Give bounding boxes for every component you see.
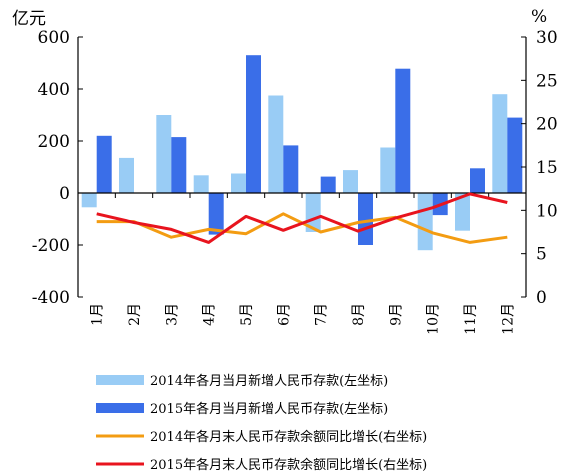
bar-1-7 <box>305 193 321 232</box>
category-label: 9月 <box>388 303 404 326</box>
bar-series <box>81 55 523 251</box>
category-label: 10月 <box>426 303 442 335</box>
legend-swatch-bar <box>96 403 144 413</box>
bar-2-6 <box>283 145 299 193</box>
left-axis-unit: 亿元 <box>12 9 46 29</box>
line-series <box>96 192 508 244</box>
bar-2-7 <box>320 176 336 193</box>
category-label: 7月 <box>314 303 330 326</box>
legend-label: 2015年各月当月新增人民币存款(左坐标) <box>150 401 388 417</box>
bar-2-3 <box>171 137 187 193</box>
category-label: 4月 <box>202 303 218 326</box>
bar-1-11 <box>455 193 470 231</box>
right-tick-label: 0 <box>536 288 547 308</box>
bar-1-9 <box>380 147 396 193</box>
right-tick-label: 25 <box>536 71 558 91</box>
right-tick-label: 30 <box>536 28 558 48</box>
legend-label: 2015年各月末人民币存款余额同比增长(右坐标) <box>150 457 427 473</box>
left-tick-label: 400 <box>38 80 70 100</box>
category-label: 8月 <box>351 303 367 326</box>
bar-2-4 <box>208 193 224 235</box>
line-series-2 <box>96 192 508 244</box>
category-label: 1月 <box>90 303 106 326</box>
axes <box>77 36 527 298</box>
right-tick-label: 10 <box>536 201 558 221</box>
bar-2-8 <box>358 193 373 245</box>
bar-2-11 <box>470 168 485 193</box>
bar-1-4 <box>193 175 209 193</box>
left-tick-label: 0 <box>59 184 70 204</box>
bar-2-1 <box>96 135 112 193</box>
right-axis-ticks: 30 25 20 15 10 5 0 <box>536 28 558 308</box>
bar-1-5 <box>231 173 246 193</box>
left-axis-ticks: 600 400 200 0 -200 -400 <box>32 28 70 308</box>
category-label: 6月 <box>276 303 292 326</box>
right-axis-unit: % <box>531 7 547 27</box>
category-label: 3月 <box>164 303 180 326</box>
category-labels: 1月 2月 3月 4月 5月 6月 7月 8月 9月 10月 11月 12月 <box>90 303 517 335</box>
bar-2-12 <box>507 117 523 193</box>
bar-1-6 <box>268 95 284 193</box>
bar-1-8 <box>343 170 358 193</box>
category-label: 12月 <box>500 303 516 335</box>
left-tick-label: 200 <box>38 132 70 152</box>
legend-label: 2014年各月当月新增人民币存款(左坐标) <box>150 373 388 389</box>
bar-1-10 <box>417 193 433 251</box>
bar-1-3 <box>156 115 172 193</box>
category-label: 2月 <box>127 303 143 326</box>
right-tick-label: 5 <box>536 245 547 265</box>
bar-1-1 <box>81 193 97 208</box>
legend: 2014年各月当月新增人民币存款(左坐标) 2015年各月当月新增人民币存款(左坐… <box>96 373 427 473</box>
bar-2-9 <box>395 68 411 193</box>
left-tick-label: -400 <box>32 288 70 308</box>
bar-1-2 <box>119 157 134 193</box>
category-label: 11月 <box>463 303 479 335</box>
legend-swatch-bar <box>96 375 144 385</box>
right-tick-label: 15 <box>536 158 558 178</box>
left-tick-label: -200 <box>32 236 70 256</box>
category-label: 5月 <box>239 303 255 326</box>
bar-2-5 <box>246 55 261 194</box>
bar-1-12 <box>492 94 508 193</box>
left-tick-label: 600 <box>38 28 70 48</box>
legend-label: 2014年各月末人民币存款余额同比增长(右坐标) <box>150 429 427 445</box>
right-tick-label: 20 <box>536 115 558 135</box>
